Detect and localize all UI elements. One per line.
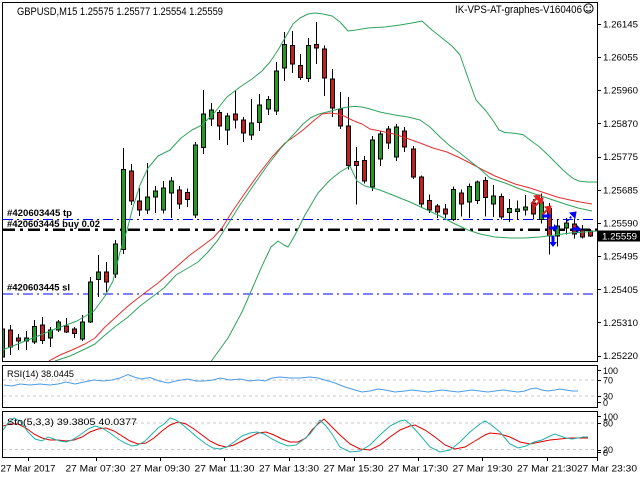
- svg-text:27 Mar 17:30: 27 Mar 17:30: [388, 464, 448, 474]
- svg-text:20: 20: [603, 445, 613, 455]
- svg-text:IK-VPS-AT-graphes-V160406: IK-VPS-AT-graphes-V160406: [455, 4, 582, 16]
- svg-text:1.25685: 1.25685: [603, 185, 638, 195]
- svg-text:27 Mar 19:30: 27 Mar 19:30: [453, 464, 513, 474]
- svg-text:RSI(14) 38.0445: RSI(14) 38.0445: [7, 369, 74, 379]
- svg-text:#420603445 tp: #420603445 tp: [7, 208, 73, 218]
- svg-text:27 Mar 11:30: 27 Mar 11:30: [195, 464, 255, 474]
- svg-text:100: 100: [603, 366, 618, 376]
- svg-text:27 Mar 23:30: 27 Mar 23:30: [577, 464, 637, 474]
- svg-text:Sto(5,3,3) 39.3805 40.0377: Sto(5,3,3) 39.3805 40.0377: [7, 417, 137, 427]
- svg-text:1.25960: 1.25960: [603, 86, 638, 96]
- svg-text:27 Mar 07:30: 27 Mar 07:30: [66, 464, 126, 474]
- svg-text:100: 100: [603, 412, 618, 422]
- svg-text:27 Mar 09:30: 27 Mar 09:30: [130, 464, 190, 474]
- svg-text:27 Mar 21:30: 27 Mar 21:30: [517, 464, 577, 474]
- svg-text:1.25405: 1.25405: [603, 285, 638, 295]
- svg-text:1.25870: 1.25870: [603, 119, 638, 129]
- svg-text:0: 0: [603, 398, 608, 408]
- svg-text:1.25310: 1.25310: [603, 318, 638, 328]
- svg-text:27 Mar 15:30: 27 Mar 15:30: [324, 464, 384, 474]
- svg-text:1.25495: 1.25495: [603, 252, 638, 262]
- svg-text:#420603445 buy 0.02: #420603445 buy 0.02: [7, 219, 100, 229]
- svg-text:1.25559: 1.25559: [602, 232, 637, 242]
- svg-text:1.25590: 1.25590: [603, 219, 638, 229]
- svg-text:70: 70: [603, 376, 613, 386]
- svg-text:1.25220: 1.25220: [603, 351, 638, 361]
- svg-text:#420603445 sl: #420603445 sl: [7, 282, 70, 292]
- svg-text:0: 0: [603, 448, 608, 458]
- svg-text:27 Mar 13:30: 27 Mar 13:30: [259, 464, 319, 474]
- svg-text:1.26145: 1.26145: [603, 19, 638, 29]
- svg-text:30: 30: [603, 392, 613, 402]
- svg-text:1.26055: 1.26055: [603, 53, 638, 63]
- svg-text:GBPUSD,M15 1.25575 1.25577 1.: GBPUSD,M15 1.25575 1.25577 1.25554 1.255…: [17, 6, 223, 18]
- svg-text:1.25775: 1.25775: [603, 152, 638, 162]
- svg-text:80: 80: [603, 419, 613, 429]
- svg-text:27 Mar 2017: 27 Mar 2017: [1, 464, 56, 474]
